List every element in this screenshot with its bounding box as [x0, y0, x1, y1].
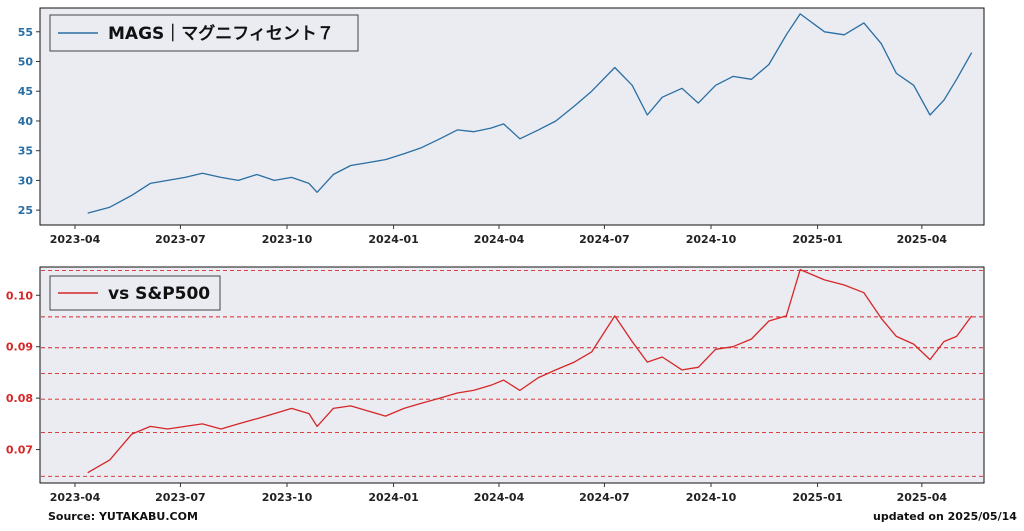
mags-x-tick-label: 2025-01 — [792, 233, 843, 246]
vs-sp500-x-tick-label: 2024-01 — [368, 491, 419, 504]
vs-sp500-x-tick-label: 2023-07 — [155, 491, 206, 504]
mags-y-tick-label: 35 — [18, 145, 33, 158]
vs-sp500-y-tick-label: 0.10 — [6, 289, 33, 302]
mags-y-tick-label: 45 — [18, 85, 33, 98]
mags-x-tick-label: 2024-04 — [474, 233, 525, 246]
mags-x-tick-label: 2023-04 — [50, 233, 101, 246]
mags-x-axis: 2023-04 2023-07 2023-10 2024-01 2024-04 2024-… — [50, 225, 948, 246]
vs-sp500-x-tick-label: 2024-04 — [474, 491, 525, 504]
mags-x-tick-label: 2024-07 — [579, 233, 630, 246]
mags-panel: 25 30 35 40 45 50 55 2023-04 2023-07 2023-10 2024… — [18, 7, 985, 246]
mags-y-axis: 25 30 35 40 45 50 55 — [18, 26, 40, 217]
mags-y-tick-label: 25 — [18, 204, 33, 217]
updated-date: updated on 2025/05/14 — [873, 510, 1017, 523]
vs-sp500-y-tick-label: 0.07 — [6, 444, 33, 457]
vs-sp500-ratio-line — [87, 268, 973, 474]
vs-sp500-x-tick-label: 2023-10 — [262, 491, 313, 504]
mags-y-tick-label: 55 — [18, 26, 33, 39]
mags-price-line — [87, 13, 973, 214]
vs-sp500-x-tick-label: 2024-07 — [579, 491, 630, 504]
mags-x-tick-label: 2023-10 — [262, 233, 313, 246]
vs-sp500-legend-label: vs S&P500 — [108, 284, 210, 304]
vs-sp500-y-axis: 0.07 0.08 0.09 0.10 — [6, 289, 40, 457]
mags-y-tick-label: 30 — [18, 174, 34, 187]
source-credit: Source: YUTAKABU.COM — [48, 510, 198, 523]
mags-x-tick-label: 2023-07 — [155, 233, 206, 246]
vs-sp500-x-axis: 2023-04 2023-07 2023-10 2024-01 2024-04 2024-… — [50, 483, 948, 504]
vs-sp500-panel: 0.070.080.090.10 2023-04 2023-07 2023-10 20… — [6, 266, 985, 504]
vs-sp500-x-tick-label: 2024-10 — [686, 491, 737, 504]
vs-sp500-y-tick-label: 0.09 — [6, 341, 33, 354]
mags-y-tick-label: 40 — [18, 115, 34, 128]
vs-sp500-x-tick-label: 2025-04 — [897, 491, 948, 504]
mags-x-tick-label: 2024-10 — [686, 233, 737, 246]
mags-legend-box — [49, 14, 359, 52]
mags-x-tick-label: 2025-04 — [897, 233, 948, 246]
mags-x-tick-label: 2024-01 — [368, 233, 419, 246]
mags-legend: MAGS｜マグニフィセント７ — [49, 14, 359, 52]
vs-sp500-x-tick-label: 2023-04 — [50, 491, 101, 504]
vs-sp500-legend: vs S&P500 — [49, 275, 221, 311]
vs-sp500-x-tick-label: 2025-01 — [792, 491, 843, 504]
vs-sp500-reference-lines — [41, 270, 983, 477]
mags-legend-label: MAGS｜マグニフィセント７ — [108, 23, 334, 44]
mags-y-tick-label: 50 — [18, 56, 34, 69]
vs-sp500-y-tick-label: 0.08 — [6, 392, 33, 405]
